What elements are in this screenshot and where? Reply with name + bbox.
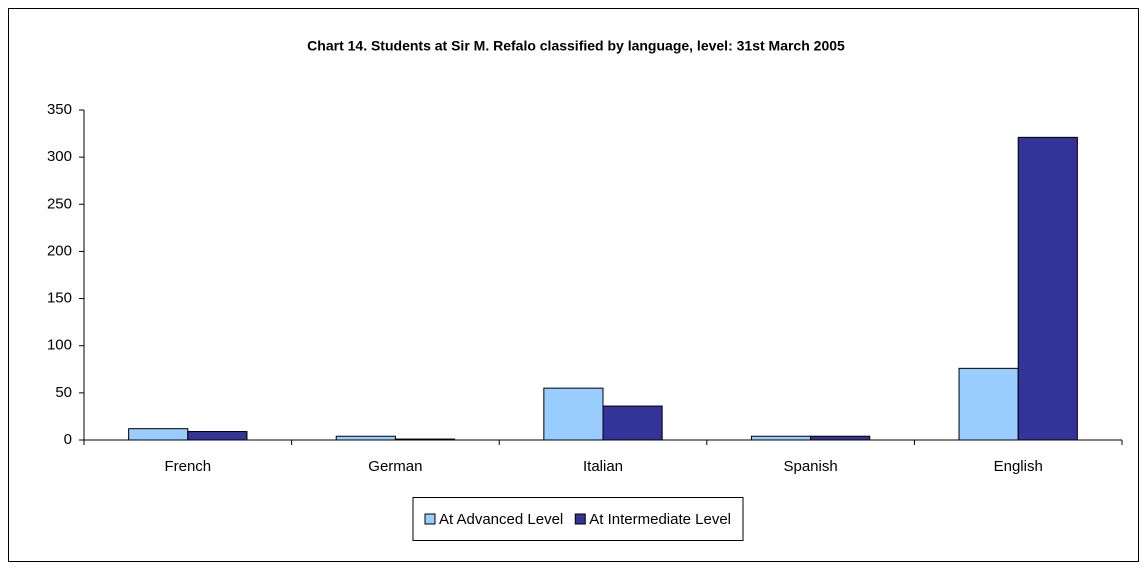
x-tick-label: English [994, 458, 1043, 475]
legend-swatch [424, 513, 436, 525]
y-tick-label: 100 [47, 337, 72, 354]
y-tick-label: 250 [47, 195, 72, 212]
bar [187, 431, 248, 441]
bar [335, 435, 396, 441]
x-tick-label: French [164, 458, 211, 475]
bar [1017, 136, 1078, 441]
x-tick-label: Italian [583, 458, 623, 475]
y-tick-label: 150 [47, 290, 72, 307]
bar [810, 435, 871, 441]
y-tick-label: 0 [64, 431, 72, 448]
legend-label: At Intermediate Level [589, 511, 731, 528]
chart-title: Chart 14. Students at Sir M. Refalo clas… [307, 38, 845, 54]
bar [958, 367, 1019, 441]
bar [543, 387, 604, 441]
bar [750, 435, 812, 441]
x-tick-label: Spanish [783, 458, 837, 475]
legend-swatch [574, 513, 586, 525]
y-tick-label: 300 [47, 148, 72, 165]
bar [128, 428, 189, 441]
legend-label: At Advanced Level [439, 511, 563, 528]
y-tick-label: 350 [47, 101, 72, 118]
y-tick-label: 200 [47, 242, 72, 259]
x-tick-label: German [368, 458, 422, 475]
chart-border [8, 8, 1139, 562]
bar [602, 405, 663, 441]
y-tick-label: 50 [55, 384, 72, 401]
